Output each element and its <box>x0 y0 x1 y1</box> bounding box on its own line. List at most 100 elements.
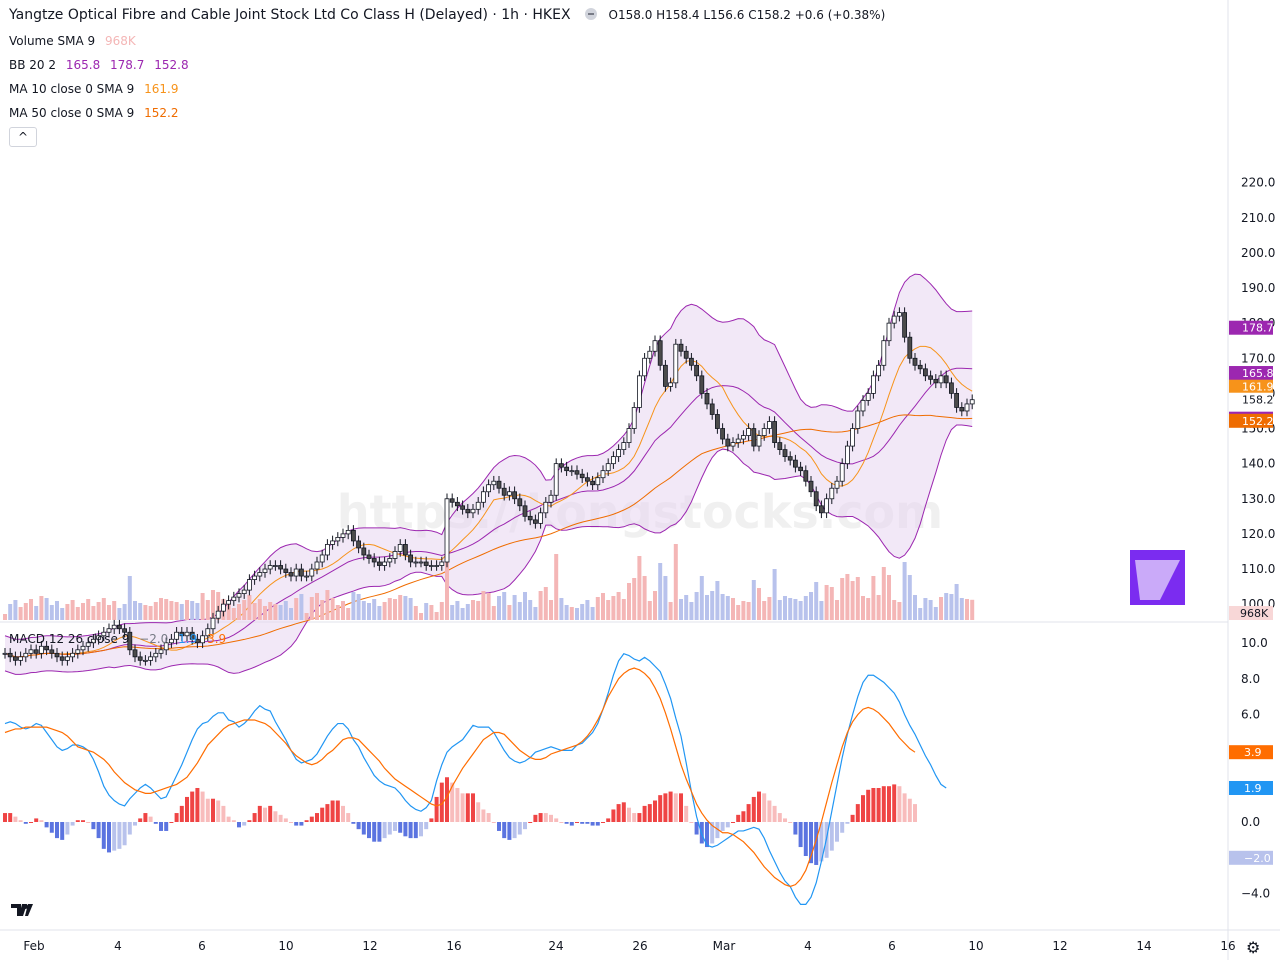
legend-volume[interactable]: Volume SMA 9 968K <box>9 33 136 49</box>
volume-bar <box>575 608 579 620</box>
macd-label-box <box>1229 850 1273 865</box>
volume-bar <box>590 607 595 620</box>
candle-body <box>496 480 502 489</box>
candle-body <box>54 652 60 658</box>
macd-hist-bar <box>892 784 897 822</box>
legend-macd[interactable]: MACD 12 26 close 9 −2.0 1.9 3.9 <box>9 631 226 647</box>
volume-bar <box>793 599 798 620</box>
candle-body <box>122 628 127 633</box>
macd-hist-bar <box>107 822 111 853</box>
macd-hist-bar <box>486 813 491 822</box>
volume-bar <box>205 600 210 620</box>
candle-body <box>491 480 497 486</box>
volume-bar <box>658 563 663 620</box>
macd-hist-bar <box>179 805 184 822</box>
macd-hist-bar <box>387 822 392 835</box>
candle-body <box>2 652 8 655</box>
time-tick-label: 6 <box>888 939 896 953</box>
volume-bar <box>902 562 907 620</box>
macd-hist-bar <box>585 822 590 824</box>
macd-hist-bar <box>881 786 886 822</box>
candle-body <box>111 624 117 630</box>
volume-bar <box>413 606 418 620</box>
volume-bar <box>954 584 959 620</box>
macd-tick-label: −4.0 <box>1241 887 1270 901</box>
macd-hist-bar <box>814 822 819 865</box>
volume-bar <box>257 599 262 620</box>
price-label-text: 152.2 <box>1242 415 1274 428</box>
candle-body <box>782 449 788 458</box>
macd-hist-bar <box>694 822 699 835</box>
candle-body <box>449 498 455 503</box>
candle-body <box>533 519 538 524</box>
volume-bar <box>928 600 933 620</box>
candle-body <box>345 529 351 535</box>
macd-hist-bar <box>897 786 902 822</box>
candle-body <box>798 466 803 472</box>
macd-hist-bar <box>226 816 231 822</box>
volume-bar <box>309 597 314 620</box>
volume-bar <box>741 601 746 620</box>
volume-bar <box>450 605 455 620</box>
volume-bar <box>845 574 850 620</box>
legend-bb[interactable]: BB 20 2 165.8 178.7 152.8 <box>9 57 189 73</box>
candle-body <box>117 624 122 630</box>
candle-body <box>652 340 658 352</box>
volume-bar <box>913 595 917 620</box>
volume-bar <box>725 596 730 620</box>
candle-body <box>538 512 543 524</box>
volume-bar <box>398 595 403 620</box>
volume-bar <box>356 594 361 620</box>
volume-bar <box>731 598 735 620</box>
candle-body <box>49 649 55 654</box>
volume-bar <box>242 600 247 620</box>
volume-bar <box>549 600 553 620</box>
legend-ma10[interactable]: MA 10 close 0 SMA 9 161.9 <box>9 81 178 97</box>
volume-bar <box>18 607 23 620</box>
macd-hist-bar <box>159 822 163 831</box>
macd-hist-bar <box>595 822 600 826</box>
macd-hist-bar <box>174 813 179 822</box>
macd-hist-bar <box>335 800 340 822</box>
legend-ma50[interactable]: MA 50 close 0 SMA 9 152.2 <box>9 105 178 121</box>
candle-body <box>278 565 284 570</box>
candle-body <box>860 400 866 412</box>
volume-bar <box>70 600 75 620</box>
candle-body <box>288 572 294 577</box>
tradingview-logo-icon[interactable] <box>10 902 38 918</box>
candle-body <box>434 565 440 567</box>
candle-body <box>246 579 252 591</box>
macd-hist-bar <box>528 822 533 823</box>
volume-bar <box>595 597 600 620</box>
macd-hist-bar <box>138 818 143 822</box>
candle-body <box>75 649 81 654</box>
candle-body <box>725 438 731 447</box>
macd-hist-bar <box>211 798 215 822</box>
candle-body <box>340 533 346 538</box>
volume-bar <box>861 596 865 620</box>
volume-bar <box>907 575 912 620</box>
volume-bar <box>190 601 195 620</box>
macd-hist-bar <box>809 822 813 864</box>
chart-title[interactable]: Yangtze Optical Fibre and Cable Joint St… <box>9 7 571 23</box>
macd-hist-bar <box>658 795 663 822</box>
settings-gear-icon[interactable]: ⚙ <box>1246 938 1261 957</box>
volume-bar <box>148 606 153 620</box>
candle-body <box>127 631 133 651</box>
volume-bar <box>434 612 439 620</box>
volume-bar <box>185 600 189 620</box>
candle-body <box>897 312 902 317</box>
macd-hist-bar <box>621 802 626 822</box>
macd-hist-bar <box>341 805 345 822</box>
candle-body <box>366 554 372 559</box>
collapse-legend-button[interactable]: ^ <box>9 127 37 147</box>
price-tick-label: 220.0 <box>1241 176 1275 190</box>
volume-bar <box>153 602 158 620</box>
macd-hist-bar <box>351 822 356 824</box>
macd-hist-bar <box>112 822 117 851</box>
candle-body <box>850 428 855 447</box>
macd-hist-bar <box>242 822 247 826</box>
volume-bar <box>382 602 387 620</box>
macd-hist-bar <box>762 793 767 822</box>
